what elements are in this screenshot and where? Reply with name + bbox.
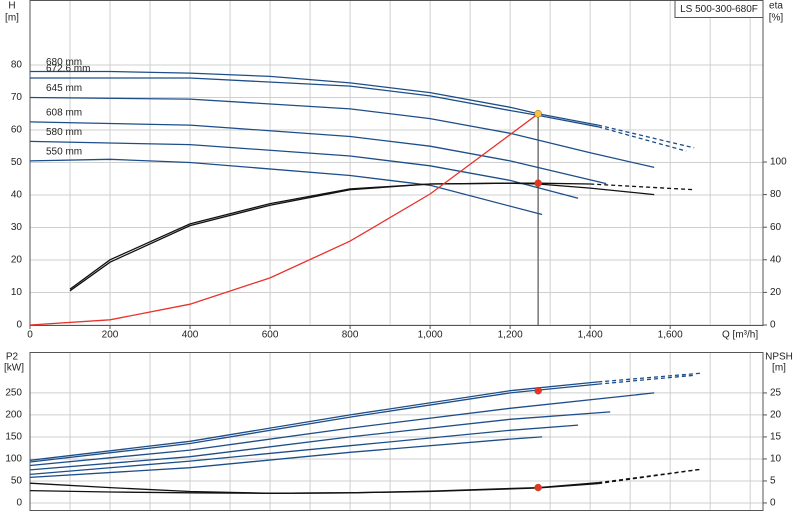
y-tick-label: 80 <box>11 60 23 71</box>
y-tick-label: 0 <box>16 320 22 331</box>
y-tick-label: 0 <box>16 498 22 509</box>
y2-tick-label: 20 <box>770 410 782 421</box>
curve <box>29 121 607 185</box>
y2-tick-label: 40 <box>770 254 782 265</box>
y2-tick-label: 25 <box>770 388 782 399</box>
y-tick-label: 30 <box>11 222 23 233</box>
operating-point <box>534 483 542 492</box>
curve <box>29 436 543 479</box>
x-tick-label: 600 <box>262 330 279 341</box>
curve-extension <box>590 183 695 191</box>
operating-point <box>534 386 542 395</box>
curve-extension <box>598 468 703 485</box>
y2-tick-label: 5 <box>770 476 776 487</box>
curve-extension <box>598 374 695 385</box>
curve-label: 680 mm <box>46 57 82 68</box>
y-tick-label: 20 <box>11 255 23 266</box>
x-tick-label: 1,400 <box>578 330 603 341</box>
curve-extension <box>598 372 703 383</box>
operating-point <box>534 110 542 118</box>
curve <box>29 113 539 326</box>
x-tick-label: 1,000 <box>418 330 443 341</box>
y-tick-label: 250 <box>5 388 22 399</box>
curve-label: 608 mm <box>46 108 82 119</box>
y-tick-label: 50 <box>11 157 23 168</box>
curve <box>29 96 655 169</box>
y-unit: [m] <box>5 13 19 24</box>
operating-point <box>534 179 542 187</box>
y2-tick-label: 0 <box>770 498 776 509</box>
y-label: P2 <box>6 352 19 363</box>
x-tick-label: 1,600 <box>658 330 683 341</box>
curve <box>30 70 599 126</box>
y2-tick-label: 20 <box>770 287 782 298</box>
curve-label: 672.6 mm <box>46 64 90 75</box>
y-tick-label: 50 <box>11 476 23 487</box>
curve <box>29 392 655 467</box>
y-tick-label: 40 <box>11 190 23 201</box>
y2-unit: [m] <box>772 363 786 374</box>
y2-tick-label: 0 <box>770 320 776 331</box>
curve <box>29 411 611 471</box>
y2-tick-label: 10 <box>770 454 782 465</box>
y2-tick-label: 15 <box>770 432 782 443</box>
y2-tick-label: 60 <box>770 222 782 233</box>
y-tick-label: 100 <box>5 454 22 465</box>
curve-label: 550 mm <box>46 147 82 158</box>
x-tick-label: 800 <box>342 330 359 341</box>
y2-tick-label: 80 <box>770 189 782 200</box>
y2-tick-label: 100 <box>770 157 787 168</box>
y-unit: [kW] <box>4 363 24 374</box>
y-label: H <box>8 1 15 12</box>
y-tick-label: 10 <box>11 287 23 298</box>
x-tick-label: 400 <box>182 330 199 341</box>
y-tick-label: 150 <box>5 432 22 443</box>
curve-extension <box>598 126 687 152</box>
chart-title: LS 500-300-680F <box>680 4 758 15</box>
y-tick-label: 60 <box>11 125 23 136</box>
y-tick-label: 70 <box>11 92 23 103</box>
curve <box>69 182 655 290</box>
curve-label: 645 mm <box>46 83 82 94</box>
curve <box>29 158 543 216</box>
x-label: Q [m³/h] <box>722 330 758 341</box>
x-tick-label: 0 <box>27 330 33 341</box>
y2-unit: [%] <box>769 13 784 24</box>
curve <box>29 424 579 476</box>
y-tick-label: 200 <box>5 410 22 421</box>
y2-label: NPSH <box>765 352 793 363</box>
curve <box>29 482 599 494</box>
plot-frame <box>29 352 764 511</box>
curve-extension <box>598 124 695 149</box>
x-tick-label: 1,200 <box>498 330 523 341</box>
curve-label: 580 mm <box>46 127 82 138</box>
plot-frame <box>29 0 764 326</box>
x-tick-label: 200 <box>102 330 119 341</box>
y2-label: eta <box>769 1 783 12</box>
